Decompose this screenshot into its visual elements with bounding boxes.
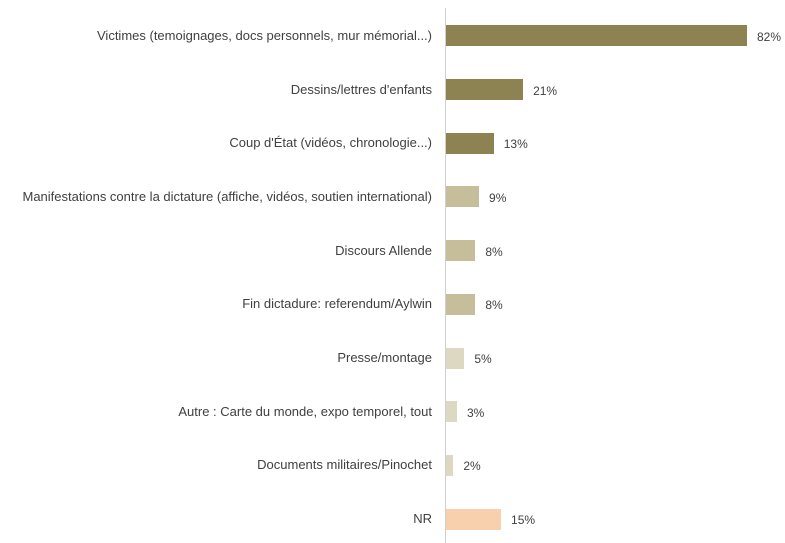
category-label: Fin dictadure: referendum/Aylwin xyxy=(242,296,432,312)
category-label: Discours Allende xyxy=(335,242,432,258)
value-label: 82% xyxy=(757,29,782,44)
category-label-box: NR xyxy=(413,499,432,539)
bar xyxy=(446,508,502,530)
value-label: 13% xyxy=(503,137,528,152)
bar xyxy=(446,186,480,208)
bar xyxy=(446,454,454,476)
value-label: 8% xyxy=(485,298,503,313)
category-label-box: Coup d'État (vidéos, chronologie...) xyxy=(229,123,432,163)
category-label: NR xyxy=(413,511,432,527)
bar xyxy=(446,293,476,315)
bar xyxy=(446,401,457,423)
value-label: 21% xyxy=(533,83,558,98)
bar xyxy=(446,240,476,262)
category-label: Documents militaires/Pinochet xyxy=(257,457,432,473)
category-label-box: Dessins/lettres d'enfants xyxy=(291,70,432,110)
value-label: 9% xyxy=(489,190,507,205)
category-label: Victimes (temoignages, docs personnels, … xyxy=(97,27,432,43)
value-label: 15% xyxy=(511,513,536,528)
bar xyxy=(446,25,747,47)
value-label: 5% xyxy=(474,352,492,367)
axis-line xyxy=(445,8,446,543)
category-label-box: Presse/montage xyxy=(337,338,432,378)
category-label-box: Documents militaires/Pinochet xyxy=(257,445,432,485)
category-label-box: Discours Allende xyxy=(335,231,432,271)
category-label: Dessins/lettres d'enfants xyxy=(290,81,432,97)
category-label-box: Fin dictadure: referendum/Aylwin xyxy=(242,284,432,324)
category-label-box: Autre : Carte du monde, expo temporel, t… xyxy=(178,392,432,432)
value-label: 3% xyxy=(467,405,485,420)
bar xyxy=(446,79,524,101)
bar xyxy=(446,347,465,369)
value-label: 8% xyxy=(485,244,503,259)
category-label: Presse/montage xyxy=(337,350,432,366)
bar xyxy=(446,132,494,154)
category-label-box: Victimes (temoignages, docs personnels, … xyxy=(97,16,432,56)
category-label-box: Manifestations contre la dictature (affi… xyxy=(23,177,433,217)
value-label: 2% xyxy=(463,459,481,474)
category-label: Manifestations contre la dictature (affi… xyxy=(22,188,433,204)
category-label: Autre : Carte du monde, expo temporel, t… xyxy=(178,403,432,419)
category-label: Coup d'État (vidéos, chronologie...) xyxy=(229,135,432,151)
